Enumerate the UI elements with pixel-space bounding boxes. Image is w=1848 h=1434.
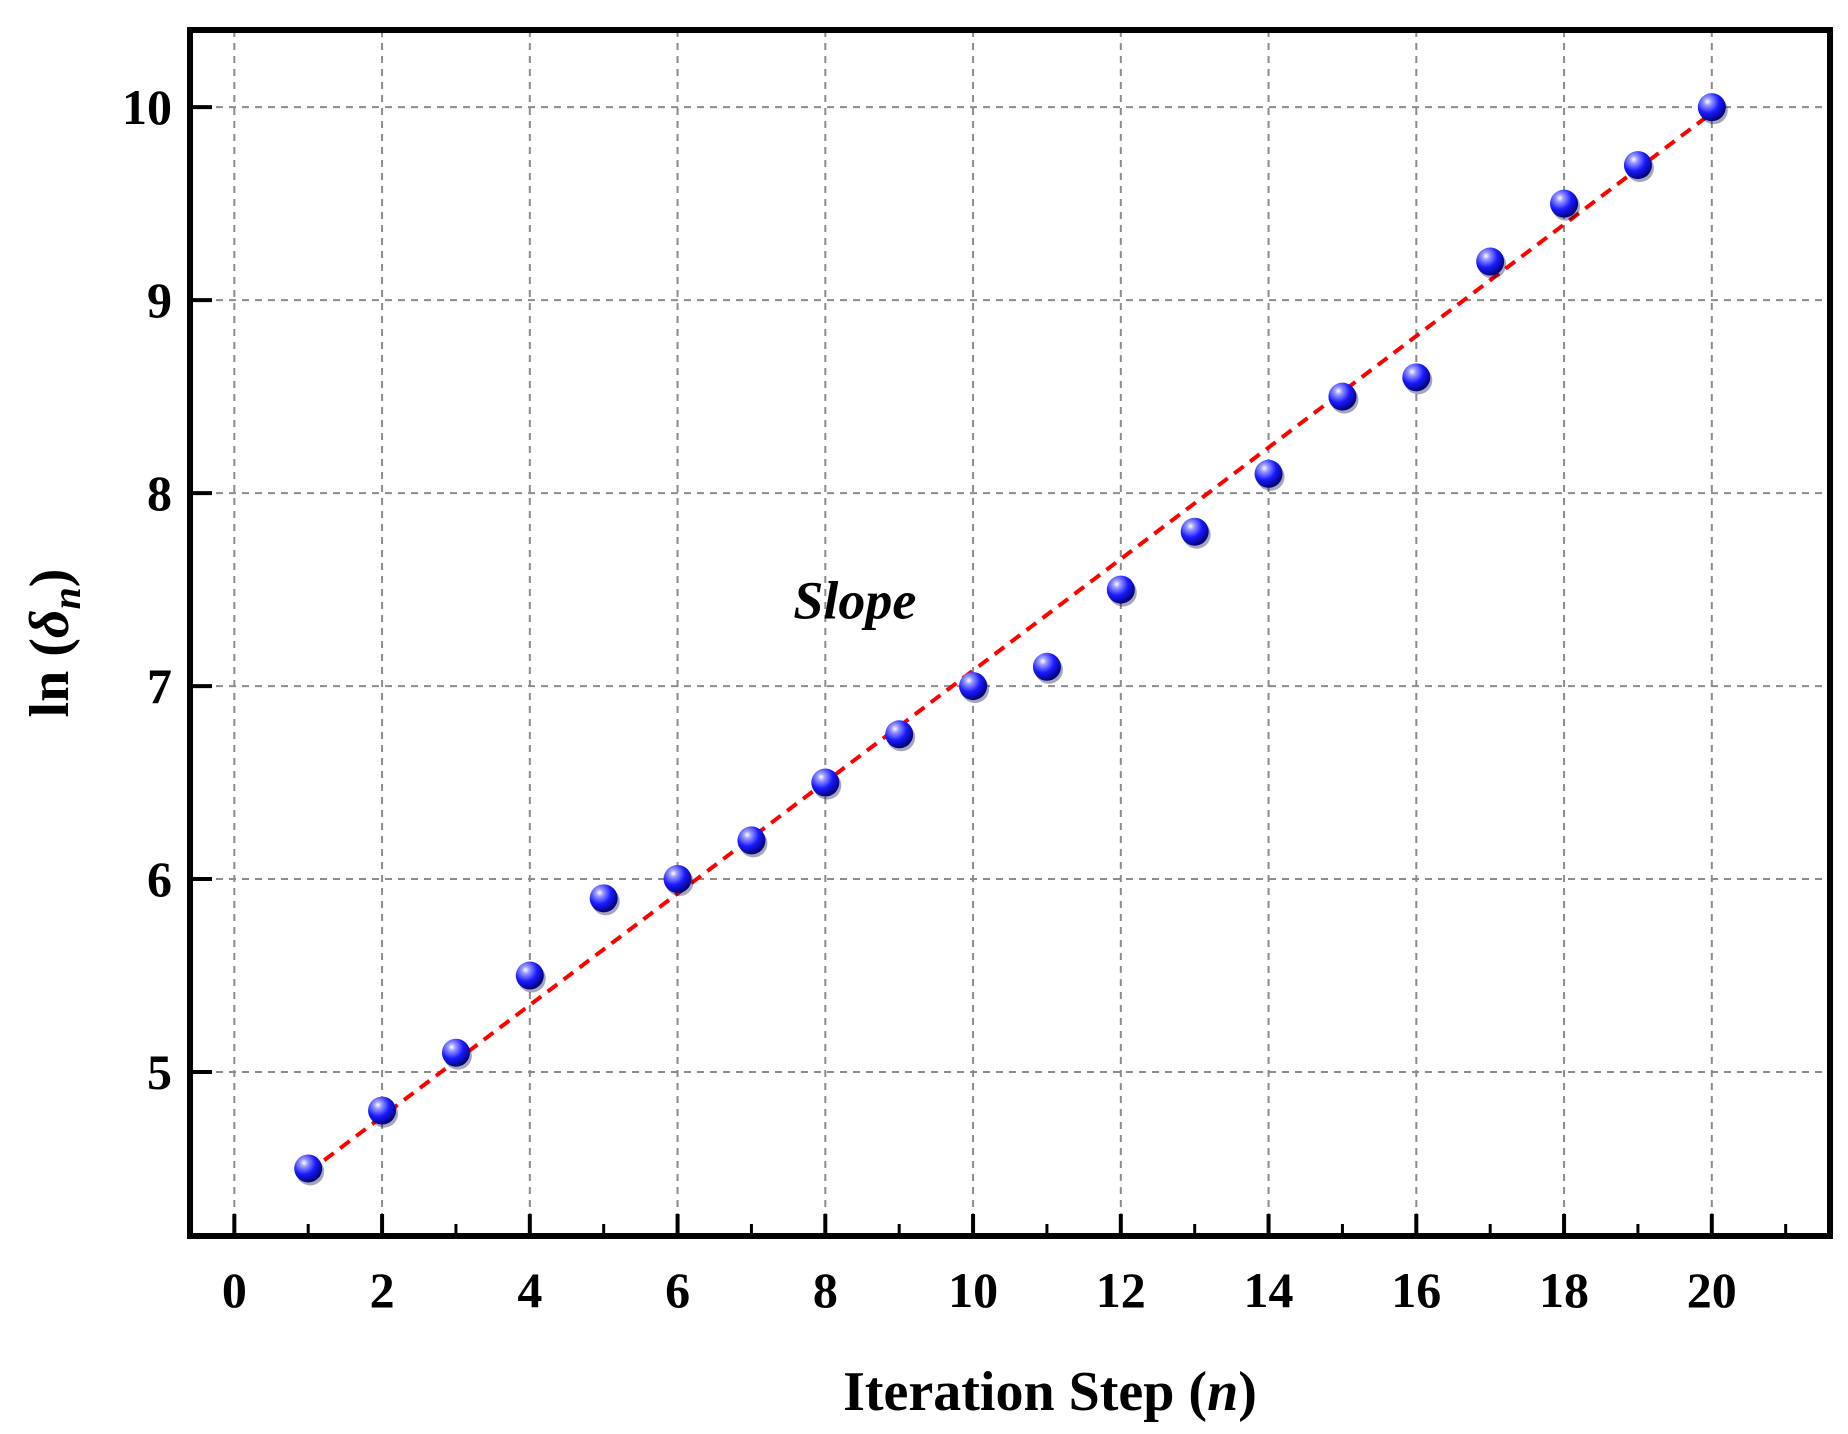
data-point — [1328, 382, 1359, 414]
data-point-marker — [441, 1038, 470, 1067]
x-tick-label: 18 — [1539, 1262, 1589, 1318]
y-tick-label: 6 — [147, 851, 172, 907]
x-tick-label: 14 — [1244, 1262, 1294, 1318]
data-point-marker — [1180, 517, 1209, 546]
x-tick-label: 12 — [1096, 1262, 1146, 1318]
data-point — [1402, 363, 1433, 395]
data-point — [294, 1154, 325, 1186]
data-point — [1254, 459, 1285, 491]
fit-line — [306, 111, 1714, 1174]
data-point — [1476, 247, 1507, 279]
y-tick-label: 5 — [147, 1044, 172, 1100]
data-point-marker — [1697, 93, 1726, 122]
y-axis-title-prefix: ln ( — [19, 638, 81, 717]
data-point-marker — [1402, 363, 1431, 392]
data-point-marker — [515, 961, 544, 990]
data-point — [959, 672, 990, 704]
y-axis-title-suffix: ) — [19, 569, 81, 588]
plot-frame — [187, 27, 1833, 1239]
grid — [190, 30, 1830, 1236]
x-tick-labels: 0 2 4 6 8 10 12 14 16 18 20 — [222, 1262, 1737, 1318]
data-point-marker — [368, 1096, 397, 1125]
x-axis-title-prefix: Iteration Step ( — [843, 1361, 1207, 1423]
y-tick-label: 7 — [147, 658, 172, 714]
x-tick-label: 4 — [517, 1262, 542, 1318]
data-point-marker — [811, 768, 840, 797]
data-point — [1550, 189, 1581, 221]
y-axis-title-sub: n — [44, 587, 89, 609]
data-point-marker — [1328, 382, 1357, 411]
data-point-marker — [1550, 189, 1579, 218]
x-tick-label: 0 — [222, 1262, 247, 1318]
y-tick-label: 8 — [147, 465, 172, 521]
data-point-marker — [885, 720, 914, 749]
y-axis-title: ln (δn) — [19, 569, 89, 718]
x-tick-label: 2 — [370, 1262, 395, 1318]
data-point — [1697, 93, 1728, 125]
data-point — [737, 826, 768, 858]
y-axis-title-var: δ — [19, 609, 81, 638]
fit-line-group — [306, 111, 1714, 1174]
data-point-marker — [1623, 151, 1652, 180]
axis-ticks — [190, 105, 1788, 1236]
data-point — [368, 1096, 399, 1128]
data-point — [811, 768, 842, 800]
y-tick-labels: 5 6 7 8 9 10 — [122, 79, 172, 1100]
data-point — [663, 865, 694, 897]
x-tick-label: 6 — [665, 1262, 690, 1318]
y-tick-label: 10 — [122, 79, 172, 135]
data-point-marker — [1106, 575, 1135, 604]
data-points — [294, 93, 1728, 1186]
x-axis-title-var: n — [1207, 1361, 1238, 1423]
data-point-marker — [1476, 247, 1505, 276]
slope-annotation: Slope — [793, 571, 916, 631]
data-point — [441, 1038, 472, 1070]
data-point-marker — [737, 826, 766, 855]
x-tick-label: 8 — [813, 1262, 838, 1318]
data-point — [1623, 151, 1654, 183]
x-tick-label: 20 — [1687, 1262, 1737, 1318]
data-point-marker — [589, 884, 618, 913]
data-point-marker — [1032, 652, 1061, 681]
data-point — [589, 884, 620, 916]
data-point-marker — [1254, 459, 1283, 488]
x-axis-title-suffix: ) — [1238, 1361, 1257, 1423]
data-point-marker — [294, 1154, 323, 1183]
data-point — [885, 720, 916, 752]
data-point — [1032, 652, 1063, 684]
data-point — [1106, 575, 1137, 607]
data-point — [515, 961, 546, 993]
data-point-marker — [959, 672, 988, 701]
x-axis-title: Iteration Step (n) — [843, 1361, 1257, 1423]
x-tick-label: 16 — [1391, 1262, 1441, 1318]
data-point-marker — [663, 865, 692, 894]
data-point — [1180, 517, 1211, 549]
x-tick-label: 10 — [948, 1262, 998, 1318]
y-tick-label: 9 — [147, 272, 172, 328]
